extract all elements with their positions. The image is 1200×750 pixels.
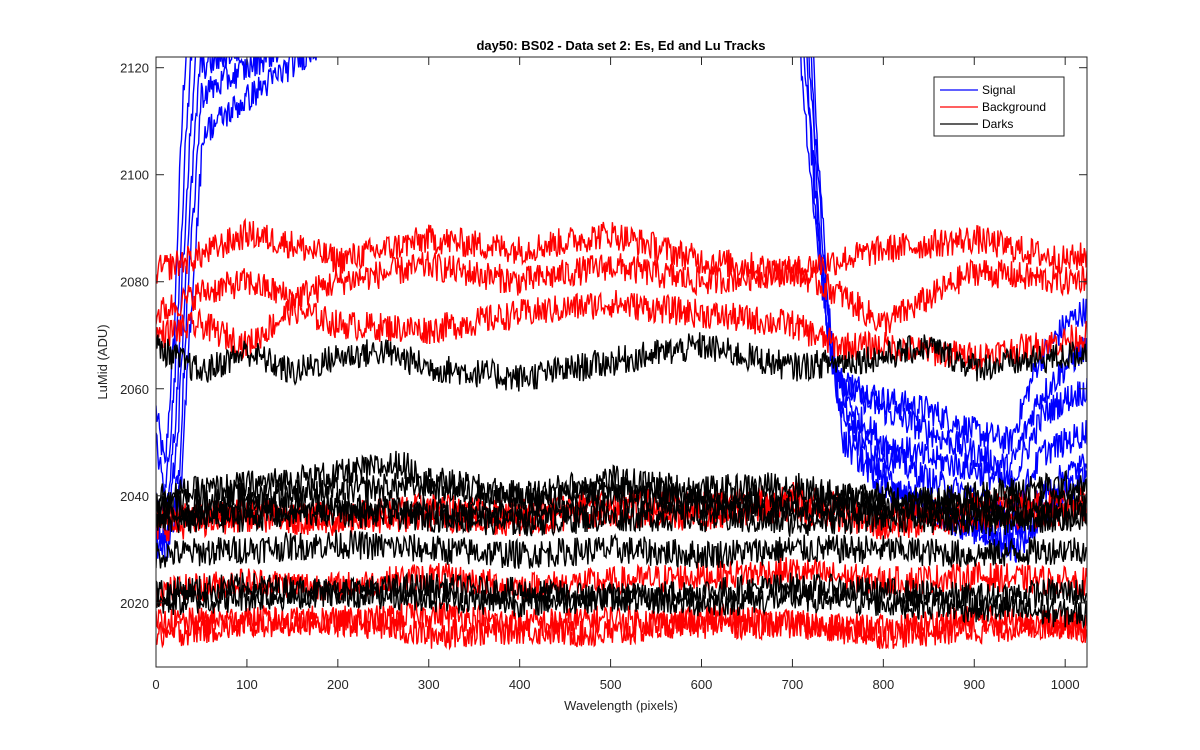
x-tick-label: 100 xyxy=(236,677,258,692)
x-axis-label: Wavelength (pixels) xyxy=(564,698,678,713)
y-tick-label: 2060 xyxy=(120,382,149,397)
x-tick-label: 400 xyxy=(509,677,531,692)
x-tick-label: 0 xyxy=(152,677,159,692)
x-tick-label: 900 xyxy=(963,677,985,692)
y-tick-label: 2080 xyxy=(120,275,149,290)
x-tick-label: 500 xyxy=(600,677,622,692)
legend-background-label: Background xyxy=(982,100,1046,114)
chart-title: day50: BS02 - Data set 2: Es, Ed and Lu … xyxy=(476,38,765,53)
y-tick-label: 2120 xyxy=(120,61,149,76)
x-tick-label: 200 xyxy=(327,677,349,692)
x-tick-label: 600 xyxy=(691,677,713,692)
y-tick-label: 2020 xyxy=(120,596,149,611)
y-tick-label: 2040 xyxy=(120,489,149,504)
legend-signal-label: Signal xyxy=(982,83,1015,97)
x-tick-label: 800 xyxy=(872,677,894,692)
y-tick-label: 2100 xyxy=(120,168,149,183)
x-tick-label: 700 xyxy=(782,677,804,692)
x-tick-label: 1000 xyxy=(1051,677,1080,692)
x-tick-label: 300 xyxy=(418,677,440,692)
legend-darks-label: Darks xyxy=(982,117,1013,131)
legend: Signal Background Darks xyxy=(934,77,1064,136)
y-axis-label: LuMid (ADU) xyxy=(95,324,110,399)
